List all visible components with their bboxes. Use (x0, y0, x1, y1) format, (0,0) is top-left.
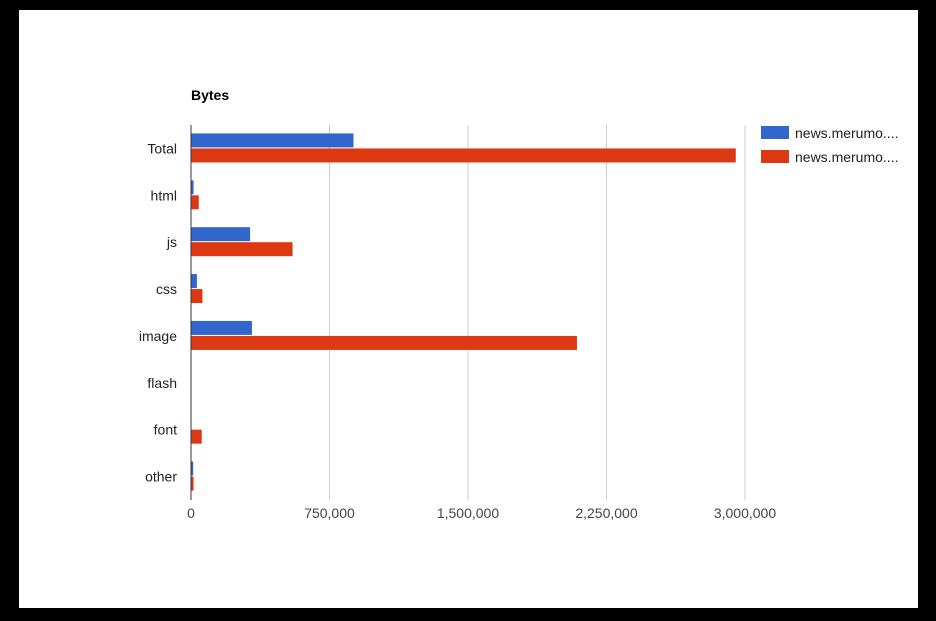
bar-2 (191, 148, 736, 163)
legend-label: news.merumo.... (795, 125, 898, 141)
chart-title: Bytes (191, 87, 229, 103)
bar-1 (191, 180, 194, 195)
bar-2 (191, 476, 194, 491)
category-label: image (139, 328, 177, 344)
chart-frame: Bytes Total html js css image flash font other … (19, 10, 918, 608)
x-tick-labels: 0 750,000 1,500,000 2,250,000 3,000,000 (187, 505, 776, 521)
legend: news.merumo.... news.merumo.... (761, 125, 898, 165)
category-label: js (166, 234, 177, 250)
bar-chart: Bytes Totalhtmljscssimageflashfontother … (139, 87, 899, 521)
bar-2 (191, 335, 577, 350)
category-label: css (156, 281, 177, 297)
gridlines (329, 125, 746, 500)
category-label: html (151, 187, 177, 203)
x-tick-label: 3,000,000 (714, 505, 776, 521)
x-tick-label: 0 (187, 505, 195, 521)
category-label: other (145, 469, 177, 485)
legend-label: news.merumo.... (795, 149, 898, 165)
bar-2 (191, 242, 293, 257)
bar-2 (191, 429, 202, 444)
bars (191, 133, 736, 491)
bar-1 (191, 227, 251, 242)
x-tick-label: 750,000 (304, 505, 355, 521)
legend-swatch (761, 150, 789, 163)
bar-1 (191, 320, 252, 335)
category-label: font (154, 422, 177, 438)
category-labels: Total html js css image flash font other (139, 140, 177, 484)
bar-1 (191, 461, 194, 476)
category-label: Total (147, 140, 177, 156)
bar-1 (191, 274, 197, 289)
bar-1 (191, 133, 354, 148)
legend-swatch (761, 126, 789, 139)
x-tick-label: 1,500,000 (437, 505, 499, 521)
bar-2 (191, 195, 199, 210)
x-tick-label: 2,250,000 (575, 505, 637, 521)
category-label: flash (147, 375, 177, 391)
bar-2 (191, 289, 203, 304)
